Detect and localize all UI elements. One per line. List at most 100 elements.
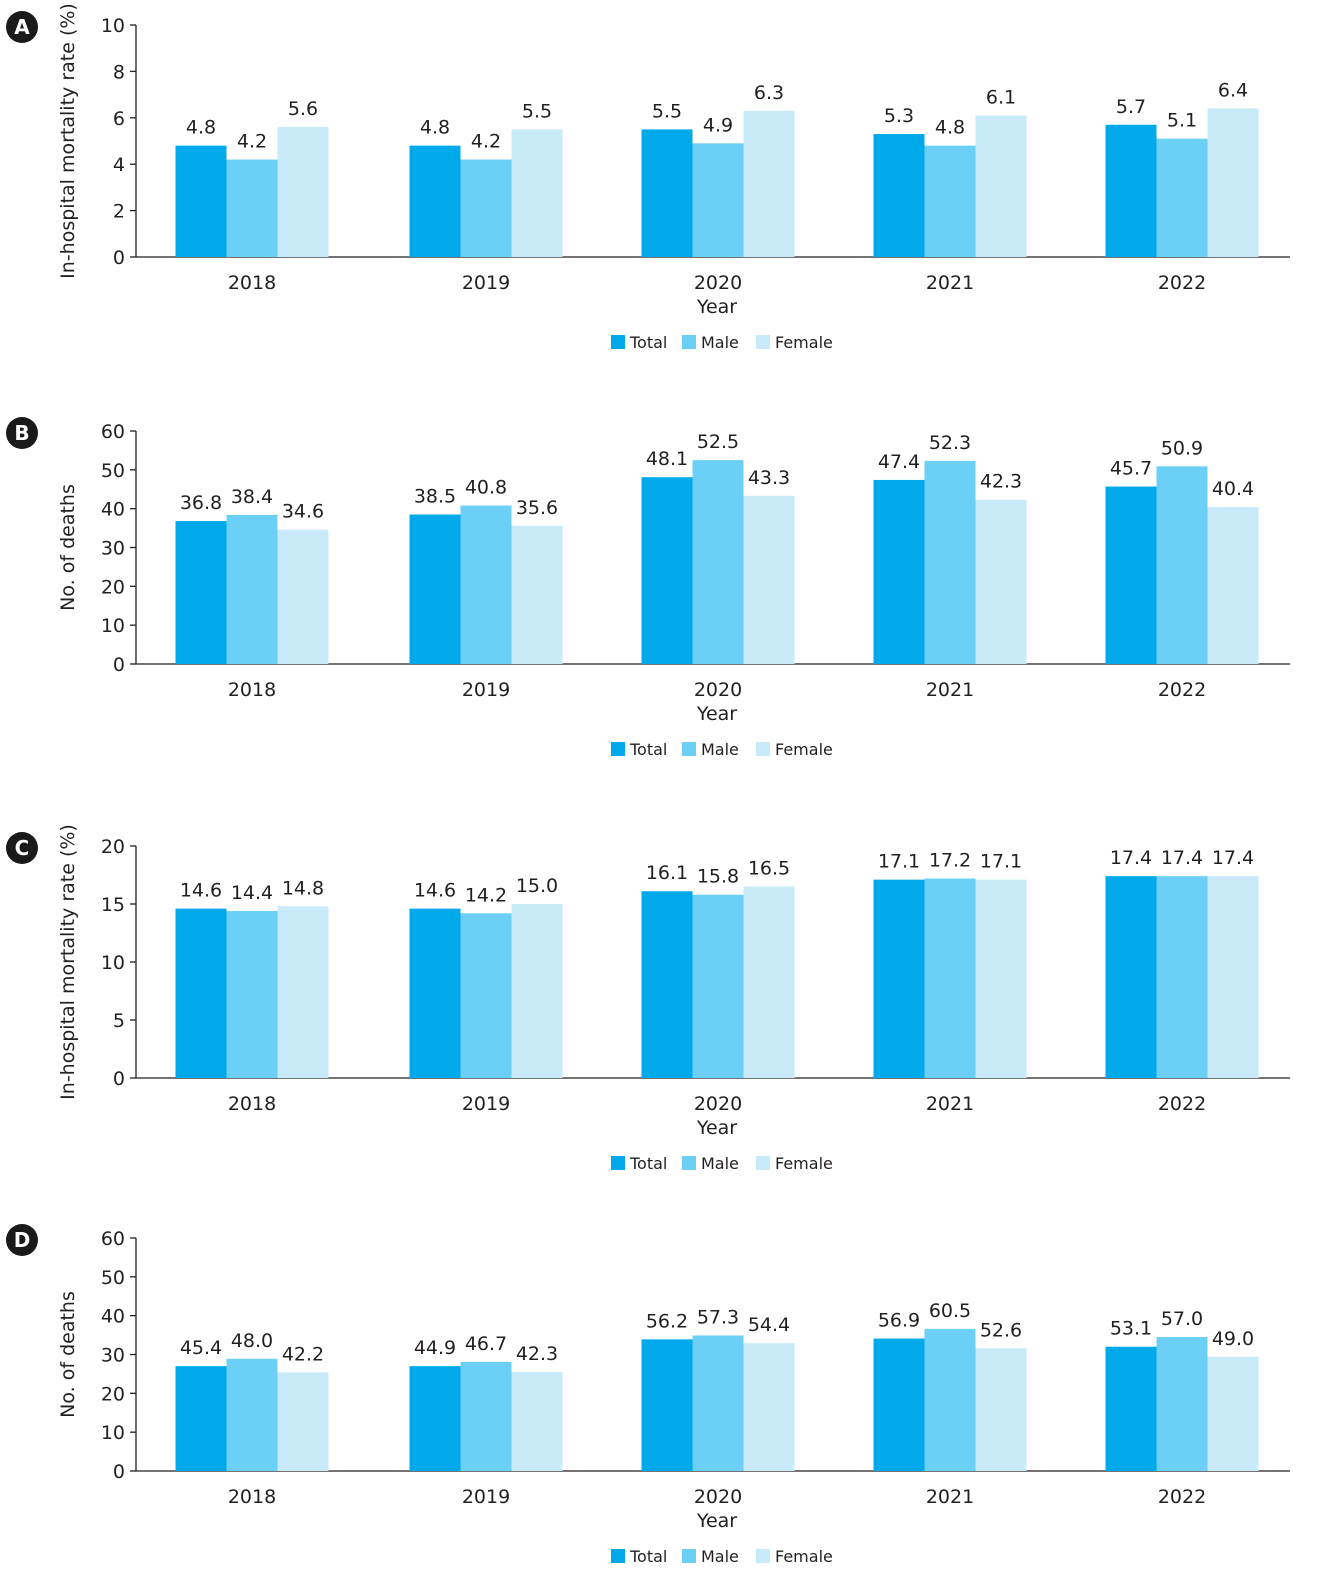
panel-a-legend-label-total: Total (629, 333, 667, 352)
panel-d-bar-total (409, 1366, 461, 1471)
panel-d-y-tick-label: 40 (101, 1306, 125, 1328)
panel-d-bar-value-label: 42.2 (282, 1343, 324, 1365)
panel-a-bar-value-label: 5.3 (884, 105, 914, 127)
panel-c-bar-value-label: 16.5 (748, 858, 790, 880)
panel-c-badge (6, 832, 38, 864)
panel-d-bar-total (641, 1339, 693, 1471)
panel-d-bar-value-label: 60.5 (929, 1300, 971, 1322)
panel-c-bar-value-label: 14.2 (465, 884, 507, 906)
panel-d-x-tick-label: 2018 (228, 1486, 276, 1508)
panel-c-bar-female (277, 906, 329, 1078)
panel-a-bar-total (1105, 124, 1157, 257)
panel-d-legend-swatch-female (756, 1549, 770, 1563)
panel-a-bar-value-label: 4.8 (186, 117, 216, 139)
panel-d-bar-male (692, 1335, 744, 1471)
panel-c-legend-label-female: Female (775, 1154, 833, 1173)
panel-b-x-tick-label: 2022 (1158, 679, 1206, 701)
panel-c-bar-value-label: 17.1 (980, 851, 1022, 873)
panel-a-legend-swatch-total (611, 335, 625, 349)
panel-c-bar-value-label: 17.2 (929, 849, 971, 871)
panel-a-bar-male (924, 145, 976, 257)
panel-c-y-tick-label: 15 (101, 894, 125, 916)
panel-a-bar-value-label: 5.1 (1167, 110, 1197, 132)
panel-d-bar-value-label: 56.9 (878, 1310, 920, 1332)
panel-a-legend-swatch-male (682, 335, 696, 349)
panel-c-x-tick-label: 2021 (926, 1093, 974, 1115)
panel-d-bar-total (873, 1338, 925, 1471)
panel-b-y-tick-label: 30 (101, 538, 125, 560)
panel-a-bar-value-label: 6.4 (1218, 80, 1248, 102)
panel-d-bar-value-label: 49.0 (1212, 1328, 1254, 1350)
panel-a-bar-value-label: 5.5 (522, 100, 552, 122)
panel-b-bar-value-label: 42.3 (980, 471, 1022, 493)
panel-b-bar-male (460, 505, 512, 664)
panel-a-bar-value-label: 4.2 (237, 131, 267, 153)
panel-d-bar-female (743, 1343, 795, 1471)
panel-d-bar-value-label: 53.1 (1110, 1318, 1152, 1340)
panel-c-bar-value-label: 16.1 (646, 862, 688, 884)
panel-c-bar-total (873, 879, 925, 1078)
panel-a-y-tick-label: 6 (113, 108, 125, 130)
panel-a-x-axis-title: Year (696, 296, 737, 318)
panel-a-bar-value-label: 5.7 (1116, 96, 1146, 118)
panel-c-y-tick-label: 0 (113, 1068, 125, 1090)
panel-d-x-tick-label: 2021 (926, 1486, 974, 1508)
panel-a-bar-female (511, 129, 563, 257)
panel-c-bar-male (1156, 876, 1208, 1078)
panel-d-bar-value-label: 54.4 (748, 1314, 790, 1336)
panel-b-bar-male (924, 460, 976, 664)
panel-b-bar-value-label: 36.8 (180, 492, 222, 514)
panel-d-x-tick-label: 2022 (1158, 1486, 1206, 1508)
panel-b-bar-male (1156, 466, 1208, 664)
panel-a-bar-total (641, 129, 693, 257)
panel-d-legend-swatch-total (611, 1549, 625, 1563)
panel-c-bar-male (460, 913, 512, 1078)
panel-c-bar-female (1207, 876, 1259, 1078)
panel-b-bar-female (277, 529, 329, 664)
panel-d-x-tick-label: 2019 (462, 1486, 510, 1508)
panel-d-y-axis-title: No. of deaths (57, 1291, 79, 1418)
panel-b-x-tick-label: 2019 (462, 679, 510, 701)
panel-b-bar-male (692, 460, 744, 664)
panel-b-bar-total (175, 521, 227, 664)
panel-a-y-tick-label: 10 (101, 15, 125, 37)
panel-c-x-tick-label: 2022 (1158, 1093, 1206, 1115)
panel-a-x-tick-label: 2020 (694, 272, 742, 294)
panel-c-x-tick-label: 2018 (228, 1093, 276, 1115)
panel-c-bar-male (924, 878, 976, 1078)
panel-a-x-tick-label: 2019 (462, 272, 510, 294)
panel-d-badge-letter: D (14, 1228, 31, 1252)
panel-a-legend-swatch-female (756, 335, 770, 349)
panel-b-bar-total (641, 477, 693, 664)
panel-b-bar-value-label: 40.4 (1212, 478, 1254, 500)
panel-a-bar-female (277, 127, 329, 257)
panel-c-bar-male (226, 910, 278, 1078)
panel-a-legend-label-female: Female (775, 333, 833, 352)
panel-a-bar-male (226, 159, 278, 257)
panel-b-x-tick-label: 2018 (228, 679, 276, 701)
panel-b-badge (6, 417, 38, 449)
panel-b-bar-value-label: 35.6 (516, 497, 558, 519)
panel-b-y-tick-label: 40 (101, 499, 125, 521)
panel-b-bar-female (743, 495, 795, 664)
panel-c-bar-value-label: 15.0 (516, 875, 558, 897)
panel-a-badge-letter: A (14, 15, 30, 39)
panel-d-bar-total (1105, 1346, 1157, 1471)
panel-b-bar-value-label: 34.6 (282, 501, 324, 523)
panel-c-bar-total (409, 908, 461, 1078)
panel-a-bar-female (975, 115, 1027, 257)
panel-c-legend-swatch-female (756, 1156, 770, 1170)
panel-b-bar-value-label: 52.5 (697, 431, 739, 453)
panel-d-y-tick-label: 20 (101, 1383, 125, 1405)
panel-a-bar-female (1207, 108, 1259, 258)
panel-b-y-axis-title: No. of deaths (57, 484, 79, 611)
panel-c-bar-value-label: 15.8 (697, 866, 739, 888)
panel-a-bar-value-label: 5.6 (288, 98, 318, 120)
panel-d-y-tick-label: 50 (101, 1267, 125, 1289)
panel-d-bar-value-label: 57.0 (1161, 1308, 1203, 1330)
panel-c-legend-label-total: Total (629, 1154, 667, 1173)
panel-d-bar-value-label: 56.2 (646, 1310, 688, 1332)
panel-d-x-axis-title: Year (696, 1510, 737, 1532)
panel-a-y-tick-label: 0 (113, 247, 125, 269)
panel-a-bar-value-label: 6.1 (986, 86, 1016, 108)
